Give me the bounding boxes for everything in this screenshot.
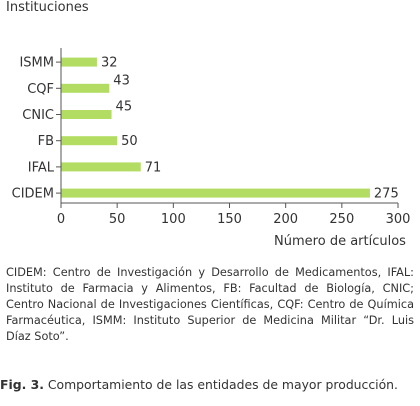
- bars-layer: 32 43 45 50 71 275: [61, 56, 399, 202]
- value-label-fb: 50: [121, 134, 138, 149]
- x-tick-label: 100: [161, 212, 186, 227]
- x-axis-title: Número de artículos: [274, 234, 406, 249]
- bar-fb: [61, 136, 118, 146]
- bar-cqf: [61, 83, 110, 93]
- value-label-ifal: 71: [145, 160, 162, 175]
- figure-caption: Fig. 3. Comportamiento de las entidades …: [0, 376, 420, 394]
- chart-canvas: Instituciones 32 43 45 50 71 275 ISMM CQF CNIC F…: [6, 0, 411, 249]
- figure-number: Fig. 3.: [0, 377, 44, 392]
- abbreviations-note: CIDEM: Centro de Investigación y Desarro…: [6, 266, 414, 343]
- bar-chart: Instituciones 32 43 45 50 71 275 ISMM CQF CNIC F…: [6, 0, 411, 249]
- bar-cidem: [61, 188, 370, 198]
- x-tick-label: 50: [109, 212, 126, 227]
- figure-caption-text: Comportamiento de las entidades de mayor…: [43, 377, 398, 392]
- x-tick-label: 200: [273, 212, 298, 227]
- value-label-cqf: 43: [113, 73, 130, 88]
- y-tick-label-ifal: IFAL: [28, 160, 55, 175]
- value-label-ismm: 32: [101, 56, 118, 71]
- y-tick-label-ismm: ISMM: [19, 56, 54, 71]
- bar-ifal: [61, 162, 141, 172]
- y-tick-label-fb: FB: [38, 134, 54, 149]
- value-label-cidem: 275: [374, 187, 399, 202]
- value-label-cnic: 45: [116, 100, 133, 115]
- y-tick-label-cnic: CNIC: [22, 108, 54, 123]
- y-tick-label-cidem: CIDEM: [12, 187, 54, 202]
- bar-ismm: [61, 57, 97, 67]
- x-tick-label: 300: [386, 212, 411, 227]
- x-tick-label: 250: [329, 212, 354, 227]
- x-tick-label: 0: [57, 212, 65, 227]
- x-tick-label: 150: [217, 212, 242, 227]
- bar-cnic: [61, 110, 112, 119]
- y-axis-title: Instituciones: [6, 0, 89, 15]
- y-tick-label-cqf: CQF: [27, 82, 54, 97]
